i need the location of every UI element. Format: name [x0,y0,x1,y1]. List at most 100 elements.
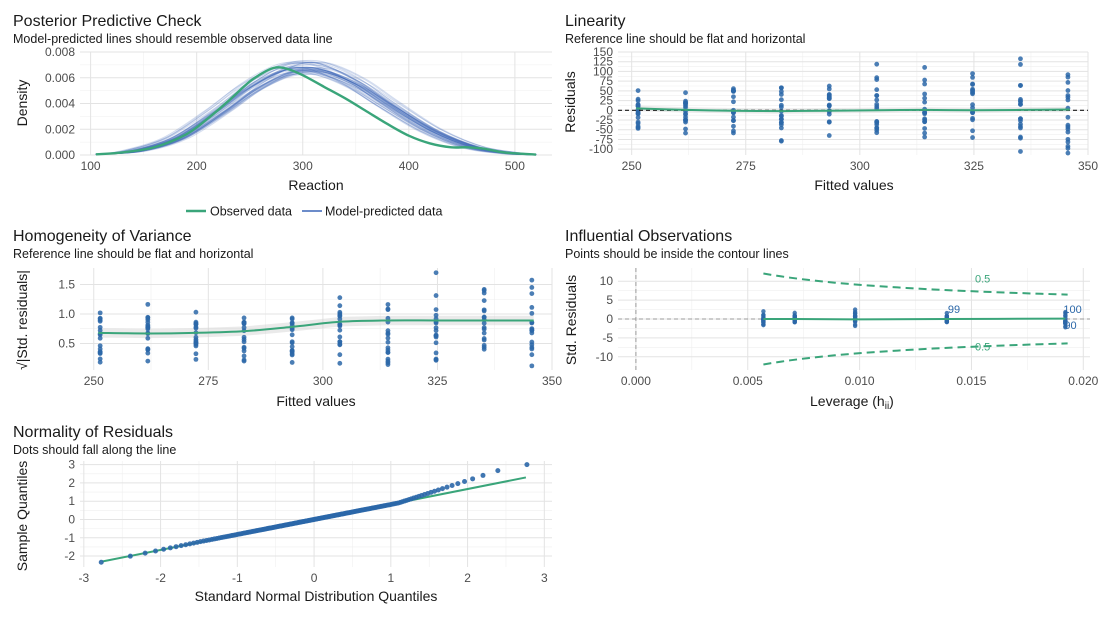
residual-point [433,332,439,338]
cooks-contour-lower [763,342,1068,366]
residual-point [778,89,784,94]
residual-point [1018,82,1023,88]
residual-point [193,309,199,315]
predicted-line [95,69,537,156]
x-tick-label: -3 [79,571,90,585]
residual-point [1018,135,1023,141]
residual-point [385,330,391,336]
residual-point [1065,122,1071,128]
point-label: 99 [948,304,960,316]
residual-point [731,118,736,124]
y-tick-label: 0 [68,512,75,526]
residual-point [145,358,151,364]
residual-point [826,92,832,97]
residual-point [826,133,832,138]
quantile-point [153,548,159,554]
predicted-line [95,61,537,156]
residual-point [922,91,928,97]
residual-point [97,346,103,352]
y-tick-label: 1 [68,494,75,508]
residual-point [529,291,535,296]
quantile-point [495,468,501,474]
residual-point [778,97,784,103]
y-tick-label: 3 [68,458,75,472]
x-tick-label: 350 [1078,159,1098,173]
residual-point [922,77,928,83]
residual-point [193,338,199,344]
y-tick-label: 50 [600,84,614,98]
quantile-point [470,476,476,482]
residual-point [778,85,784,91]
residual-point [481,298,487,304]
residual-point [778,113,784,119]
residual-point [1065,114,1071,120]
residual-point [826,103,832,109]
observation-point [852,314,858,319]
quantile-point [444,484,450,490]
residual-point [826,83,832,89]
residual-point [1018,56,1023,62]
observation-point [761,309,766,314]
smooth-line [636,107,1070,113]
x-axis-label-main: Leverage (h [810,393,885,409]
observation-point [944,319,950,324]
residual-point [1065,80,1071,85]
residual-point [481,330,487,336]
chart-subtitle: Points should be inside the contour line… [565,247,789,261]
predicted-line [95,62,537,156]
y-tick-label: 150 [593,45,613,59]
residual-point [337,312,343,318]
residual-point [433,340,439,346]
y-tick-label: -1 [64,531,75,545]
observation-point [852,307,858,312]
residual-point [922,81,928,87]
residual-point [874,125,880,131]
residual-point [289,327,295,333]
residual-point [970,115,975,121]
residual-point [970,135,975,140]
residual-point [874,119,880,125]
residual-point [874,75,880,81]
residual-point [529,352,535,358]
predicted-line [95,71,537,156]
residual-point [1065,145,1071,151]
x-axis-label-end: ) [889,393,894,409]
quantile-point [480,472,486,478]
x-axis-label: Fitted values [276,393,355,409]
smooth-line [763,317,1066,321]
residual-point [778,138,784,144]
quantile-point [435,487,441,493]
y-tick-label: 0.000 [45,148,75,162]
residual-point [970,110,975,116]
residual-point [970,102,975,108]
quantile-point [161,546,167,552]
x-tick-label: 0.015 [956,374,986,388]
x-tick-label: -1 [232,571,243,585]
residual-point [481,287,487,292]
residual-point [635,111,641,117]
residual-point [778,104,784,110]
x-tick-label: 275 [736,159,756,173]
residual-point [385,306,391,312]
residual-point [481,342,487,348]
quantile-point [98,559,104,565]
x-tick-label: 0.005 [733,374,763,388]
residual-point [289,344,295,350]
y-tick-label: 1.0 [58,307,75,321]
residual-point [1018,149,1023,154]
residual-point [433,325,439,331]
residual-point [433,350,439,356]
y-tick-label: 100 [593,64,613,78]
observed-line [95,66,537,156]
residual-point [193,342,199,347]
residual-point [874,104,880,109]
residual-point [97,335,103,341]
predicted-line [95,68,537,156]
y-tick-label: 125 [593,55,613,69]
residual-point [193,320,199,326]
y-axis-label: Density [14,80,30,127]
residual-point [337,334,343,340]
residual-point [337,360,343,366]
residual-point [970,128,975,134]
